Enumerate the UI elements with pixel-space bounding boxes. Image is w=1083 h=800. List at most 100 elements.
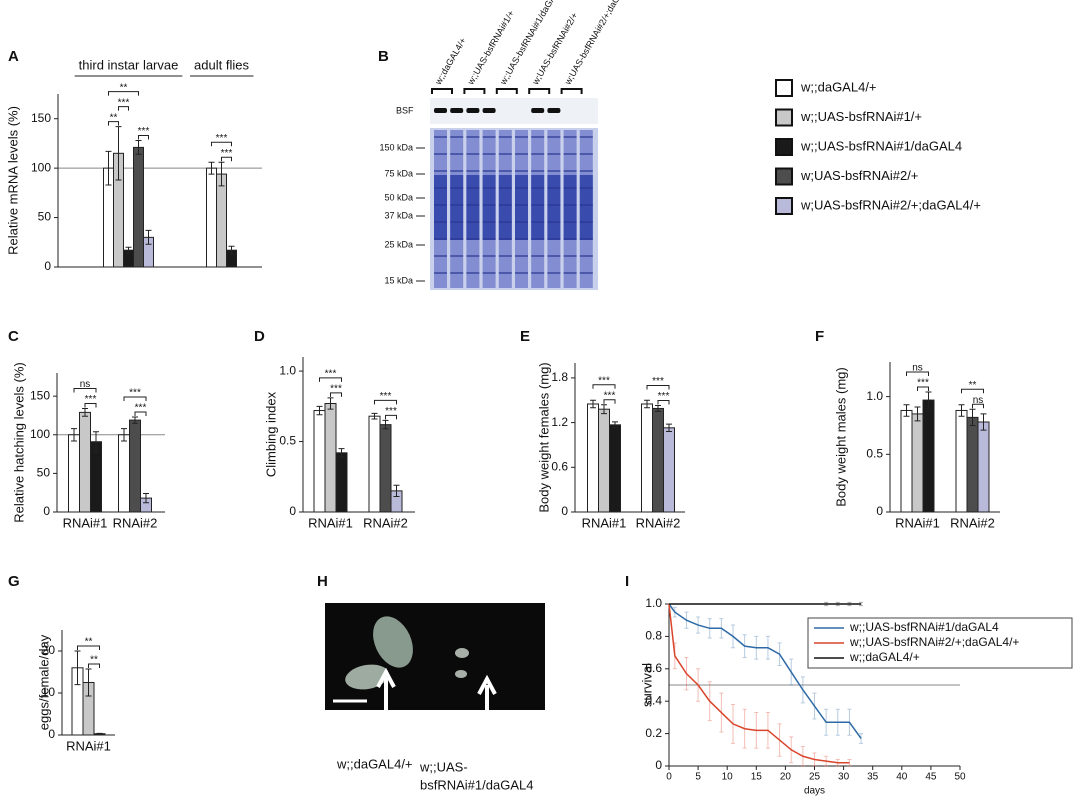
x-tick-label: 5 xyxy=(695,772,701,783)
y-tick-label: 1.0 xyxy=(866,389,883,403)
gel-band xyxy=(579,221,593,223)
error-bar xyxy=(96,732,103,735)
significance-bracket xyxy=(592,384,616,389)
gel-band xyxy=(531,153,545,155)
error-bar xyxy=(969,408,976,426)
y-tick-label: 0 xyxy=(561,504,568,518)
bar xyxy=(368,415,381,513)
x-tick-label: RNAi#2 xyxy=(363,515,408,530)
legend-swatch xyxy=(775,167,793,186)
legend-box xyxy=(807,617,1073,669)
error-bar xyxy=(338,448,345,458)
survival-line xyxy=(668,603,850,764)
gel-band xyxy=(531,238,545,240)
bar xyxy=(90,441,102,513)
gel-band xyxy=(450,204,464,206)
significance-label: *** xyxy=(330,384,342,395)
gel-band xyxy=(498,187,512,189)
gel-band xyxy=(563,170,577,172)
error-bar xyxy=(71,428,77,442)
panel-letter: E xyxy=(520,328,530,345)
y-tick-label: 0.6 xyxy=(645,661,662,675)
error-bar xyxy=(135,139,142,155)
gel-band xyxy=(466,255,480,257)
gel-band xyxy=(547,170,561,172)
significance-label: ** xyxy=(120,82,128,93)
legend-label: w;;UAS-bsfRNAi#1/+ xyxy=(800,109,922,124)
gel-band xyxy=(547,153,561,155)
blot-band xyxy=(482,108,496,113)
y-axis-label: Relative mRNA levels (%) xyxy=(5,106,20,255)
gel-band xyxy=(466,238,480,240)
significance-bracket xyxy=(603,399,616,404)
gel-lane-dense xyxy=(450,175,464,240)
gel-band xyxy=(450,221,464,223)
gel-band xyxy=(579,136,593,138)
x-tick-label: 15 xyxy=(751,772,763,783)
significance-bracket xyxy=(108,91,139,96)
gel-band xyxy=(498,255,512,257)
gel-lane-dense xyxy=(466,175,480,240)
x-tick-label: RNAi#1 xyxy=(63,515,108,530)
gel-band xyxy=(531,221,545,223)
y-axis-label: survival xyxy=(639,663,654,707)
y-tick-label: 1.0 xyxy=(645,596,662,610)
gel-band xyxy=(482,136,496,138)
gel-band xyxy=(563,221,577,223)
x-tick-label: 45 xyxy=(925,772,937,783)
significance-label: *** xyxy=(216,133,228,144)
y-tick-label: 0.4 xyxy=(645,693,662,707)
gel-band xyxy=(466,136,480,138)
bar xyxy=(598,408,610,513)
gel-lane-dense xyxy=(498,175,512,240)
gel-lane-dense xyxy=(434,175,447,240)
gel-band xyxy=(579,153,593,155)
blot-band xyxy=(450,108,464,113)
y-tick-label: 1.2 xyxy=(551,415,568,429)
panel-letter: F xyxy=(815,328,824,345)
egg-remnant xyxy=(455,648,469,658)
gel-band xyxy=(531,170,545,172)
significance-bracket xyxy=(73,388,97,393)
gel-band xyxy=(450,153,464,155)
marker-label: 150 kDa xyxy=(379,142,413,152)
error-bar xyxy=(93,431,99,453)
marker-label: 25 kDa xyxy=(384,239,413,249)
gel-band xyxy=(563,272,577,274)
bar xyxy=(663,427,675,513)
error-bar xyxy=(208,161,215,175)
gel-band xyxy=(434,204,447,206)
error-bar xyxy=(925,391,932,409)
gel-band xyxy=(531,272,545,274)
y-tick-label: 150 xyxy=(30,388,50,402)
significance-label: *** xyxy=(658,391,670,402)
error-bar xyxy=(74,650,81,686)
y-tick-label: 0.5 xyxy=(866,446,883,460)
bar xyxy=(133,146,144,268)
significance-bracket xyxy=(134,411,147,417)
gel-band xyxy=(482,187,496,189)
x-tick-label: RNAi#1 xyxy=(582,515,627,530)
bar xyxy=(955,409,968,513)
gel-band xyxy=(547,204,561,206)
significance-label: *** xyxy=(917,378,929,389)
significance-bracket xyxy=(221,156,232,162)
x-tick-label: 10 xyxy=(722,772,734,783)
bar xyxy=(587,403,599,513)
gel-band xyxy=(466,153,480,155)
gel-band xyxy=(434,221,447,223)
gel-band xyxy=(482,238,496,240)
gel-band xyxy=(466,187,480,189)
gel-band xyxy=(563,153,577,155)
gel-band xyxy=(579,238,593,240)
lane-bracket xyxy=(431,88,453,94)
significance-label: *** xyxy=(380,391,392,402)
significance-bracket xyxy=(906,371,929,376)
gel-band xyxy=(434,153,447,155)
significance-bracket xyxy=(84,403,97,408)
gel-band xyxy=(466,221,480,223)
gel-band xyxy=(434,170,447,172)
x-tick-label: RNAi#1 xyxy=(66,738,111,753)
x-tick-label: 30 xyxy=(838,772,850,783)
gel-band xyxy=(450,255,464,257)
